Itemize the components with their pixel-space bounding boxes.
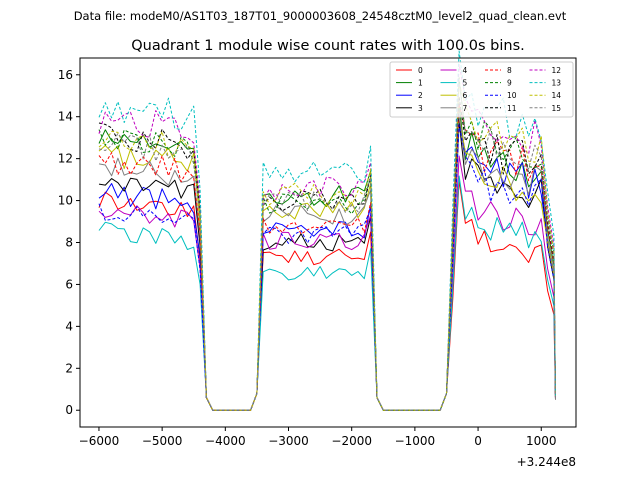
series-line-12: [98, 64, 556, 411]
y-tick-label: 6: [65, 277, 73, 291]
x-tick-label: −4000: [205, 434, 246, 448]
series-line-8: [98, 103, 556, 411]
x-tick-label: −2000: [331, 434, 372, 448]
y-tick-label: 4: [65, 319, 73, 333]
x-tick-label: −3000: [268, 434, 309, 448]
x-tick-label: 1000: [526, 434, 557, 448]
y-tick-label: 8: [65, 236, 73, 250]
plot-frame: [80, 58, 576, 427]
series-line-15: [98, 80, 556, 411]
y-axis: 0 2 4 6 8 10 12 14 16: [58, 68, 80, 417]
y-tick-label: 0: [65, 403, 73, 417]
legend-box: [389, 61, 574, 118]
series-line-0: [98, 180, 556, 411]
legend-label-14: 14: [552, 91, 562, 100]
legend-label-11: 11: [507, 104, 517, 113]
series-line-7: [98, 112, 556, 411]
x-tick-label: 0: [474, 434, 482, 448]
legend-label-0: 0: [418, 66, 423, 75]
legend-label-1: 1: [418, 79, 423, 88]
legend-label-7: 7: [463, 104, 468, 113]
series-line-4: [98, 155, 556, 411]
legend-label-4: 4: [463, 66, 468, 75]
chart-title: Quadrant 1 module wise count rates with …: [131, 38, 525, 54]
x-offset-label: +3.244e8: [517, 455, 576, 469]
legend-label-3: 3: [418, 104, 423, 113]
legend-label-2: 2: [418, 91, 423, 100]
legend-label-15: 15: [552, 104, 562, 113]
series-line-5: [98, 175, 556, 411]
legend-label-12: 12: [552, 66, 562, 75]
plot-border: [79, 57, 577, 428]
y-tick-label: 16: [58, 68, 73, 82]
legend-label-8: 8: [507, 66, 512, 75]
series-layer: [98, 50, 556, 411]
series-line-10: [98, 124, 556, 411]
y-tick-label: 12: [58, 152, 73, 166]
y-tick-label: 2: [65, 361, 73, 375]
x-tick-label: −6000: [79, 434, 120, 448]
legend-label-6: 6: [463, 91, 468, 100]
y-tick-label: 10: [58, 194, 73, 208]
series-line-9: [98, 77, 556, 411]
legend-label-9: 9: [507, 79, 512, 88]
y-tick-label: 14: [58, 110, 73, 124]
data-file-caption: Data file: modeM0/AS1T03_187T01_90000036…: [74, 9, 567, 23]
x-tick-label: −1000: [395, 434, 436, 448]
legend-label-10: 10: [507, 91, 517, 100]
legend-label-5: 5: [463, 79, 468, 88]
legend-label-13: 13: [552, 79, 562, 88]
x-tick-label: −5000: [142, 434, 183, 448]
x-axis: −6000 −5000 −4000 −3000 −2000 −1000 0 1000: [79, 427, 557, 448]
